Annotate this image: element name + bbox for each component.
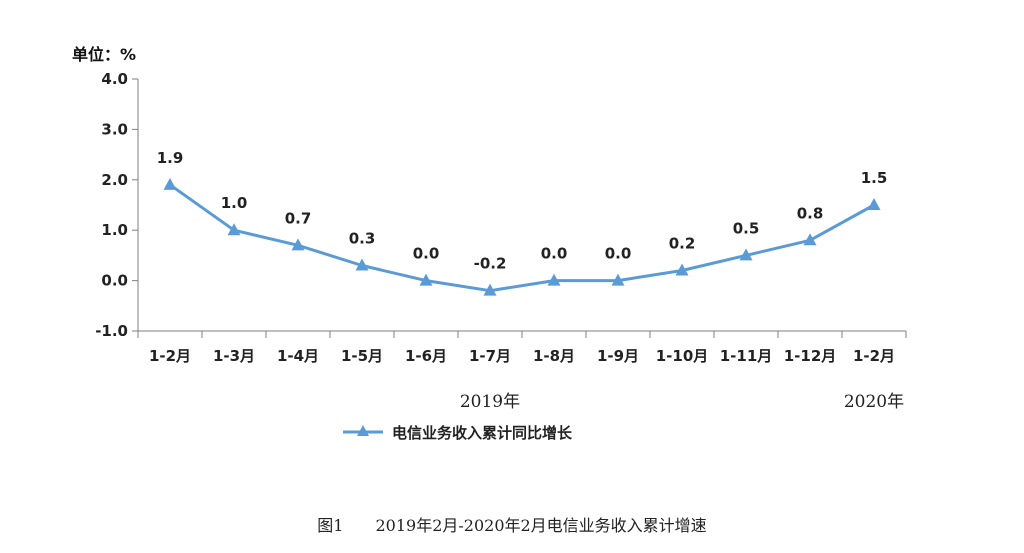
data-label: 1.0: [221, 194, 248, 212]
legend-marker: [357, 425, 369, 436]
x-tick-label: 1-2月: [853, 347, 895, 365]
year-label: 2020年: [844, 392, 904, 412]
data-label: 0.3: [349, 229, 376, 247]
y-tick-label: 3.0: [101, 120, 128, 138]
x-tick-label: 1-5月: [341, 347, 383, 365]
x-tick-label: 1-10月: [656, 347, 709, 365]
data-point: [483, 283, 497, 296]
data-label: 0.0: [541, 245, 568, 263]
data-point: [419, 273, 433, 286]
x-tick-label: 1-3月: [213, 347, 255, 365]
y-tick-label: -1.0: [95, 322, 128, 340]
y-tick-label: 4.0: [101, 70, 128, 88]
x-tick-label: 1-12月: [784, 347, 837, 365]
data-label: 0.0: [605, 245, 632, 263]
data-label: 0.0: [413, 245, 440, 263]
data-point: [803, 233, 817, 246]
data-point: [675, 263, 689, 276]
x-tick-label: 1-11月: [720, 347, 773, 365]
data-point: [547, 273, 561, 286]
data-label: 1.5: [861, 169, 888, 187]
y-tick-label: 2.0: [101, 171, 128, 189]
unit-label: 单位：%: [72, 45, 136, 64]
data-point: [355, 258, 369, 271]
data-label: 0.2: [669, 235, 696, 253]
x-tick-label: 1-7月: [469, 347, 511, 365]
y-tick-label: 0.0: [101, 272, 128, 290]
year-label-layer: 2019年 2020年: [460, 392, 904, 412]
x-tick-label: 1-4月: [277, 347, 319, 365]
legend-label: 电信业务收入累计同比增长: [392, 424, 573, 442]
data-label: 0.8: [797, 204, 824, 222]
axes: -1.0 0.0 1.0 2.0 3.0 4.0 1-2月 1-3月 1-4月 1-5月 1-6月 1…: [95, 70, 907, 365]
data-point: [611, 273, 625, 286]
x-tick-label: 1-6月: [405, 347, 447, 365]
data-label: 0.7: [285, 209, 312, 227]
data-point: [291, 238, 305, 251]
data-label: 1.9: [157, 149, 184, 167]
series-line: [169, 183, 875, 293]
data-label: 0.5: [733, 219, 760, 237]
data-point: [227, 223, 241, 236]
marker-layer: [163, 177, 881, 296]
data-point: [867, 198, 881, 210]
year-label: 2019年: [460, 392, 520, 412]
series-line-layer: [169, 183, 875, 293]
x-tick-label: 1-8月: [533, 347, 575, 365]
data-point: [739, 248, 753, 261]
x-tick-label: 1-9月: [597, 347, 639, 365]
y-tick-label: 1.0: [101, 221, 128, 239]
data-label-layer: 1.9 1.0 0.7 0.3 0.0 -0.2 0.0 0.0 0.2 0.5 0.8 1.5: [157, 149, 888, 273]
data-point: [163, 177, 177, 190]
data-label: -0.2: [474, 255, 507, 273]
legend: 电信业务收入累计同比增长: [343, 424, 573, 442]
x-tick-label: 1-2月: [149, 347, 191, 365]
figure-caption: 图1 2019年2月-2020年2月电信业务收入累计增速: [317, 516, 706, 535]
